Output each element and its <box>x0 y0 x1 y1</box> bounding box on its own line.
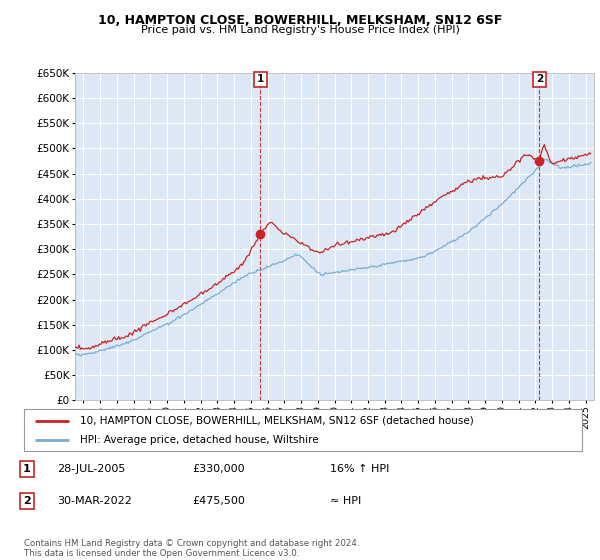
Text: 28-JUL-2005: 28-JUL-2005 <box>57 464 125 474</box>
Text: Contains HM Land Registry data © Crown copyright and database right 2024.
This d: Contains HM Land Registry data © Crown c… <box>24 539 359 558</box>
Text: 2: 2 <box>23 496 31 506</box>
Text: 2: 2 <box>536 74 543 85</box>
Text: 1: 1 <box>23 464 31 474</box>
Text: 30-MAR-2022: 30-MAR-2022 <box>57 496 132 506</box>
Text: 1: 1 <box>257 74 264 85</box>
Text: £475,500: £475,500 <box>192 496 245 506</box>
Text: Price paid vs. HM Land Registry's House Price Index (HPI): Price paid vs. HM Land Registry's House … <box>140 25 460 35</box>
Text: 10, HAMPTON CLOSE, BOWERHILL, MELKSHAM, SN12 6SF (detached house): 10, HAMPTON CLOSE, BOWERHILL, MELKSHAM, … <box>80 416 473 426</box>
Text: ≈ HPI: ≈ HPI <box>330 496 361 506</box>
Text: 16% ↑ HPI: 16% ↑ HPI <box>330 464 389 474</box>
Text: 10, HAMPTON CLOSE, BOWERHILL, MELKSHAM, SN12 6SF: 10, HAMPTON CLOSE, BOWERHILL, MELKSHAM, … <box>98 14 502 27</box>
Text: HPI: Average price, detached house, Wiltshire: HPI: Average price, detached house, Wilt… <box>80 435 319 445</box>
FancyBboxPatch shape <box>24 409 582 451</box>
Text: £330,000: £330,000 <box>192 464 245 474</box>
